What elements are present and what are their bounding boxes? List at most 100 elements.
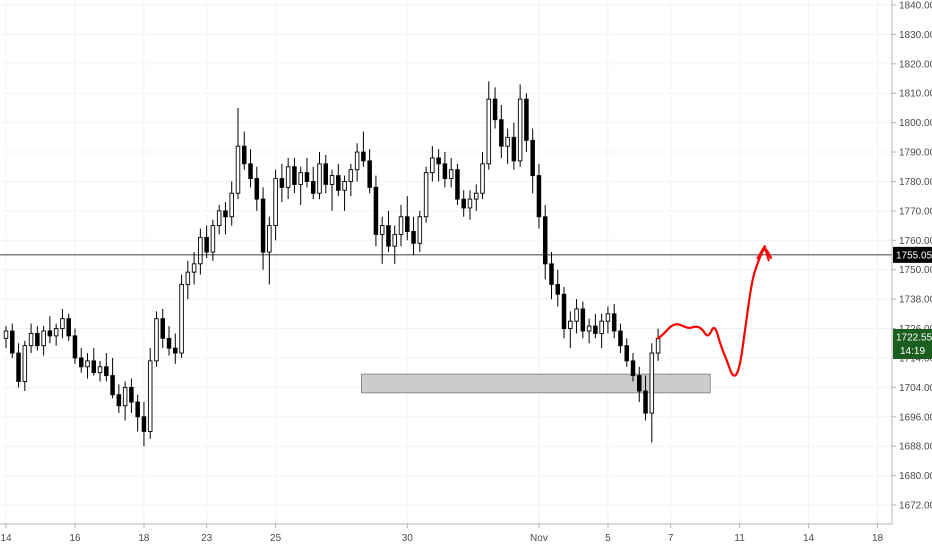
candle-body (561, 293, 567, 329)
candle-body (85, 360, 90, 368)
candle-body (574, 308, 579, 322)
candle-body (637, 375, 642, 392)
hline-price-tag: 1755.05 (893, 246, 932, 263)
candle-body (223, 210, 228, 218)
candle-body (10, 330, 15, 354)
candle-body (386, 225, 391, 247)
last-price-tag-background (893, 328, 932, 359)
y-axis-tick-label: 1688.00 (899, 442, 932, 453)
candle-body (505, 136, 510, 147)
candle-body (154, 318, 159, 362)
candle-body (630, 360, 636, 377)
candle-body (549, 263, 554, 285)
y-axis-tick-label: 1840.00 (899, 1, 932, 12)
y-axis-tick-label: 1672.00 (899, 501, 932, 512)
candle-body (655, 337, 661, 354)
y-axis-tick-label: 1750.00 (899, 265, 932, 276)
candle-body (248, 163, 253, 179)
candle-body (599, 320, 604, 334)
candle-body (91, 360, 97, 374)
y-axis-tick-labels[interactable]: 1840.00 1830.00 1820.00 1810.00 1800.00 1790.… (892, 1, 932, 512)
candle-body (568, 320, 573, 329)
candle-body (536, 175, 542, 218)
candle-body (649, 352, 655, 414)
support-zone (360, 373, 711, 394)
candle-body (329, 175, 335, 185)
y-axis-tick-label: 1704.00 (899, 383, 932, 394)
y-axis-tick-label: 1790.00 (899, 148, 932, 159)
candle-body (198, 236, 203, 265)
candle-body (160, 318, 165, 339)
candle-body (135, 401, 140, 418)
candle-body (486, 98, 492, 165)
candle-body (499, 119, 504, 147)
candle-body (179, 283, 184, 354)
candle-body (417, 216, 423, 244)
x-axis-tick-label: 16 (69, 533, 81, 544)
y-axis-tick-label: 1738.00 (899, 295, 932, 306)
y-axis-tick-label: 1760.00 (899, 236, 932, 247)
x-axis-tick-label: 25 (270, 533, 282, 544)
candle-body (41, 330, 46, 347)
candle-body (624, 345, 629, 362)
candle-body (398, 216, 404, 235)
candle-body (436, 157, 441, 165)
candle-body (511, 136, 517, 162)
y-axis-tick-label: 1820.00 (899, 59, 932, 70)
candle-body (47, 330, 53, 337)
candle-body (442, 163, 448, 179)
candle-body (542, 216, 548, 265)
candle-body (116, 394, 122, 407)
candle-body (336, 175, 341, 191)
last-price-tag-text: 1722.55 (896, 332, 932, 343)
candle-body (405, 216, 410, 232)
candle-body (267, 225, 272, 253)
y-axis-tick-label: 1770.00 (899, 206, 932, 217)
x-axis-tick-label: 7 (668, 533, 674, 544)
candle-body (555, 283, 561, 295)
hand-drawn-projection-arrow (656, 245, 773, 377)
hline-price-tag-text: 1755.05 (896, 250, 932, 261)
candle-body (611, 313, 617, 332)
candle-body (361, 151, 366, 162)
x-axis-tick-labels[interactable]: 14 16 18 23 25 30 Nov 5 7 11 14 18 (0, 524, 884, 544)
candle-body (285, 166, 291, 188)
candle-body (317, 163, 322, 194)
x-axis-tick-label: 18 (138, 533, 150, 544)
candle-body (298, 172, 303, 185)
candle-body (122, 386, 128, 407)
candle-body (354, 151, 360, 171)
x-axis-tick-label: 5 (605, 533, 611, 544)
y-axis-tick-label: 1696.00 (899, 412, 932, 423)
candle-body (580, 308, 586, 332)
hline-price-tag-background (893, 246, 932, 263)
candle-body (480, 163, 485, 194)
y-axis-tick-label: 1680.00 (899, 471, 932, 482)
y-axis-tick-label: 1830.00 (899, 30, 932, 41)
y-axis-tick-label: 1810.00 (899, 89, 932, 100)
candle-body (141, 416, 147, 432)
candle-body (216, 210, 222, 227)
candle-body (35, 332, 40, 347)
candle-body (110, 375, 115, 396)
candle-body (53, 328, 59, 337)
candle-body (97, 366, 103, 374)
candle-body (448, 169, 454, 179)
candle-body (643, 390, 648, 414)
candle-body (254, 178, 260, 200)
candle-body (586, 325, 592, 332)
candle-body (66, 318, 71, 337)
candle-body (104, 366, 109, 377)
candle-body (392, 233, 397, 247)
candle-body (348, 169, 354, 182)
candle-body (210, 225, 216, 253)
last-price-tag: 1722.55 14:19 (893, 328, 932, 359)
candle-body (423, 172, 429, 218)
candle-body (173, 347, 178, 354)
candle-body (229, 192, 234, 218)
candle-body (618, 330, 623, 347)
candle-body (461, 198, 466, 209)
x-axis-tick-label: 23 (201, 533, 213, 544)
candle-body (379, 225, 385, 235)
